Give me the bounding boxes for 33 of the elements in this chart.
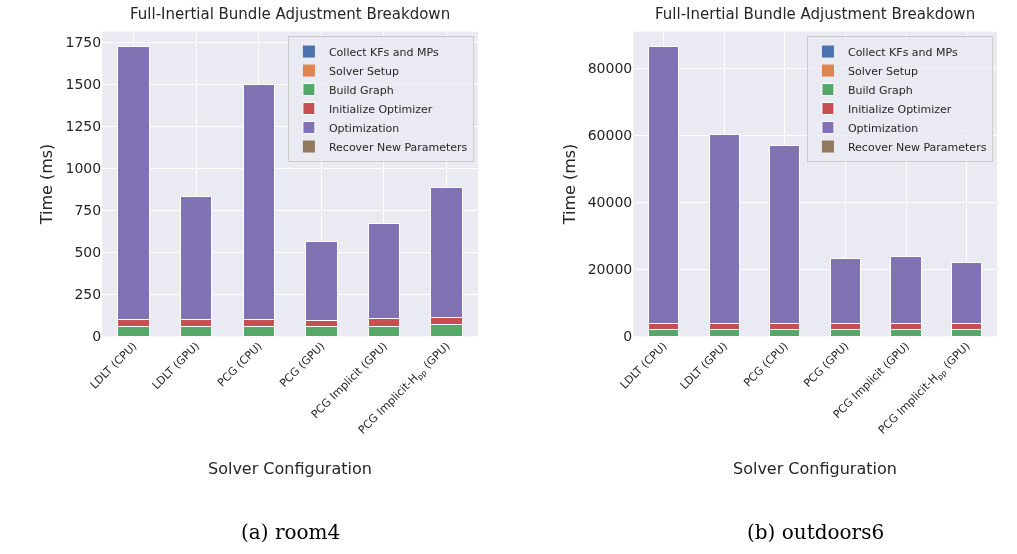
y-tick-label: 1250	[65, 118, 102, 135]
text: (a) room4	[241, 520, 341, 544]
y-axis-title: Time (ms)	[37, 143, 57, 226]
y-tick-label: 80000	[587, 60, 633, 77]
x-axis-title: Solver Configuration	[208, 459, 372, 478]
text: (b) outdoors6	[747, 520, 885, 544]
legend-label: Initialize Optimizer	[328, 102, 433, 116]
y-tick-label: 60000	[587, 127, 633, 144]
y-tick-label: 20000	[587, 261, 633, 278]
chart-title: Full-Inertial Bundle Adjustment Breakdown	[655, 5, 976, 23]
chart-title: Full-Inertial Bundle Adjustment Breakdown	[130, 5, 451, 23]
legend-label: Collect KFs and MPs	[847, 45, 958, 59]
y-axis-title: Time (ms)	[559, 143, 579, 226]
y-tick-label: 0	[92, 328, 102, 345]
y-tick-label: 500	[74, 244, 102, 261]
y-tick-label: 1750	[65, 34, 102, 51]
y-tick-label: 250	[74, 286, 102, 303]
legend-label: Solver Setup	[328, 64, 400, 78]
y-tick-label: 1000	[65, 160, 102, 177]
y-tick-label: 0	[623, 328, 633, 345]
y-tick-label: 40000	[587, 194, 633, 211]
legend-label: Solver Setup	[847, 64, 919, 78]
legend-label: Collect KFs and MPs	[328, 45, 439, 59]
legend-label: Build Graph	[328, 83, 394, 97]
legend-label: Recover New Parameters	[328, 140, 468, 154]
legend-label: Initialize Optimizer	[847, 102, 952, 116]
y-tick-label: 750	[74, 202, 102, 219]
legend-label: Optimization	[328, 121, 400, 135]
legend-label: Optimization	[847, 121, 919, 135]
y-tick-label: 1500	[65, 76, 102, 93]
legend-label: Build Graph	[847, 83, 913, 97]
legend-label: Recover New Parameters	[847, 140, 987, 154]
x-axis-title: Solver Configuration	[733, 459, 897, 478]
